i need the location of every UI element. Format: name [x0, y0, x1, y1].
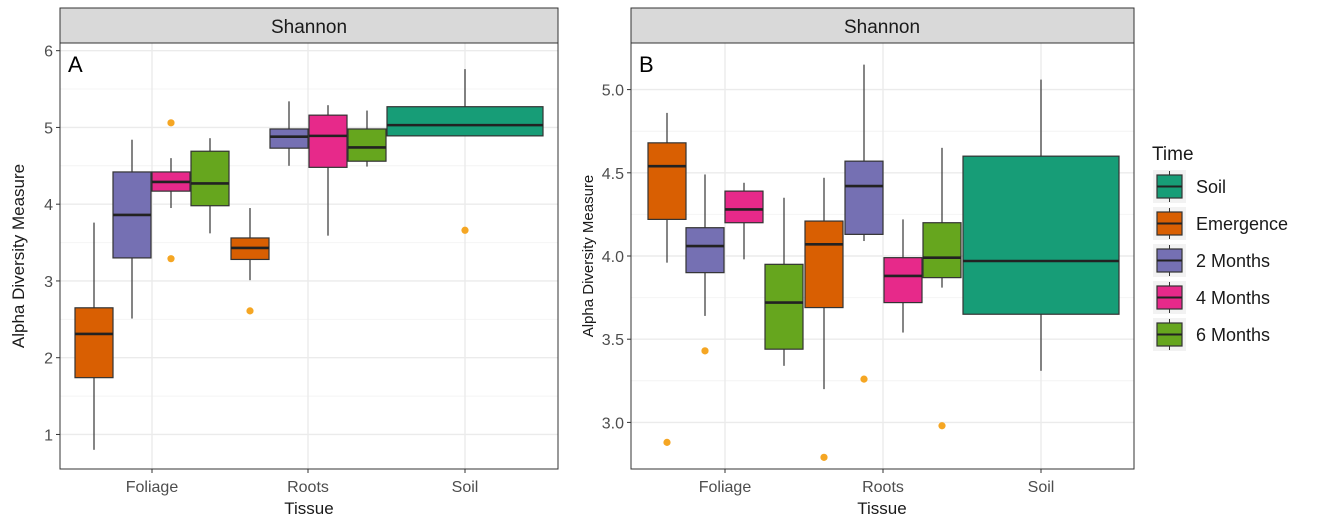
plot-area-b: 3.0 3.5 4.0 4.5 5.0 Foliage Roots Soil — [602, 43, 1134, 496]
box-roots-6-months — [923, 148, 961, 429]
box-body — [191, 151, 229, 205]
box-roots-2-months — [270, 101, 308, 165]
box-body — [387, 107, 543, 136]
box-foliage-emergence — [75, 223, 113, 450]
legend-label: 2 Months — [1196, 251, 1270, 271]
outlier-point — [938, 422, 945, 429]
y-tick-label: 2 — [44, 351, 53, 368]
outlier-point — [461, 227, 468, 234]
box-roots-4-months — [309, 105, 347, 235]
y-axis-title-b: Alpha Diversity Measure — [580, 175, 597, 338]
outlier-point — [860, 376, 867, 383]
box-roots-6-months — [348, 111, 386, 167]
legend-items: Soil Emergence 2 Months 4 Months 6 Months — [1153, 170, 1288, 351]
facet-title-b: Shannon — [844, 17, 920, 38]
facet-title-a: Shannon — [271, 17, 347, 38]
box-roots-emergence — [231, 208, 269, 314]
box-body — [348, 129, 386, 161]
y-tick-label: 5.0 — [602, 83, 624, 100]
legend-label: Soil — [1196, 177, 1226, 197]
outlier-point — [663, 439, 670, 446]
y-tick-label: 3.5 — [602, 332, 624, 349]
outlier-point — [246, 307, 253, 314]
box-body — [686, 228, 724, 273]
outlier-point — [167, 255, 174, 262]
box-body — [963, 156, 1119, 314]
box-body — [884, 258, 922, 303]
box-body — [805, 221, 843, 308]
legend-label: 6 Months — [1196, 325, 1270, 345]
legend-label: 4 Months — [1196, 288, 1270, 308]
outlier-point — [820, 454, 827, 461]
legend-item-2-months: 2 Months — [1153, 244, 1270, 277]
panel-label-a: A — [68, 52, 83, 77]
box-body — [75, 308, 113, 378]
x-tick-label: Roots — [862, 479, 904, 496]
box-body — [765, 264, 803, 349]
box-roots-2-months — [845, 65, 883, 383]
box-body — [270, 129, 308, 148]
y-tick-label: 5 — [44, 120, 53, 137]
box-body — [648, 143, 686, 220]
box-foliage-4-months — [152, 119, 190, 262]
legend-title: Time — [1152, 144, 1194, 165]
box-body — [923, 223, 961, 278]
legend-item-soil: Soil — [1153, 170, 1226, 203]
box-roots-emergence — [805, 178, 843, 461]
outlier-point — [701, 347, 708, 354]
y-tick-label: 4 — [44, 197, 53, 214]
box-foliage-6-months — [765, 198, 803, 366]
x-tick-label: Foliage — [126, 479, 179, 496]
y-tick-label: 3.0 — [602, 415, 624, 432]
x-tick-label: Soil — [1028, 479, 1055, 496]
legend-item-emergence: Emergence — [1153, 207, 1288, 240]
legend-item-6-months: 6 Months — [1153, 318, 1270, 351]
box-soil-soil — [963, 80, 1119, 371]
x-axis-title-a: Tissue — [284, 499, 333, 517]
x-tick-label: Foliage — [699, 479, 752, 496]
legend-label: Emergence — [1196, 214, 1288, 234]
x-tick-label: Soil — [452, 479, 479, 496]
y-tick-label: 1 — [44, 427, 53, 444]
x-axis-title-b: Tissue — [857, 499, 906, 517]
box-foliage-6-months — [191, 138, 229, 233]
box-foliage-2-months — [113, 140, 151, 319]
x-tick-label: Roots — [287, 479, 329, 496]
box-body — [725, 191, 763, 223]
y-tick-label: 3 — [44, 274, 53, 291]
y-tick-label: 6 — [44, 44, 53, 61]
box-body — [309, 115, 347, 167]
y-tick-label: 4.5 — [602, 166, 624, 183]
plot-area-a: 1 2 3 4 5 6 Foliage Roots Soil — [44, 43, 558, 496]
box-foliage-emergence — [648, 113, 686, 446]
panel-label-b: B — [639, 52, 654, 77]
box-roots-4-months — [884, 219, 922, 332]
box-body — [845, 161, 883, 234]
legend-item-4-months: 4 Months — [1153, 281, 1270, 314]
outlier-point — [167, 119, 174, 126]
box-foliage-2-months — [686, 174, 724, 354]
y-axis-title-a: Alpha Diversity Measure — [9, 164, 28, 348]
box-foliage-4-months — [725, 183, 763, 260]
y-tick-label: 4.0 — [602, 249, 624, 266]
legend: Time Soil Emergence 2 Months 4 Months 6 Mont… — [1152, 144, 1288, 351]
